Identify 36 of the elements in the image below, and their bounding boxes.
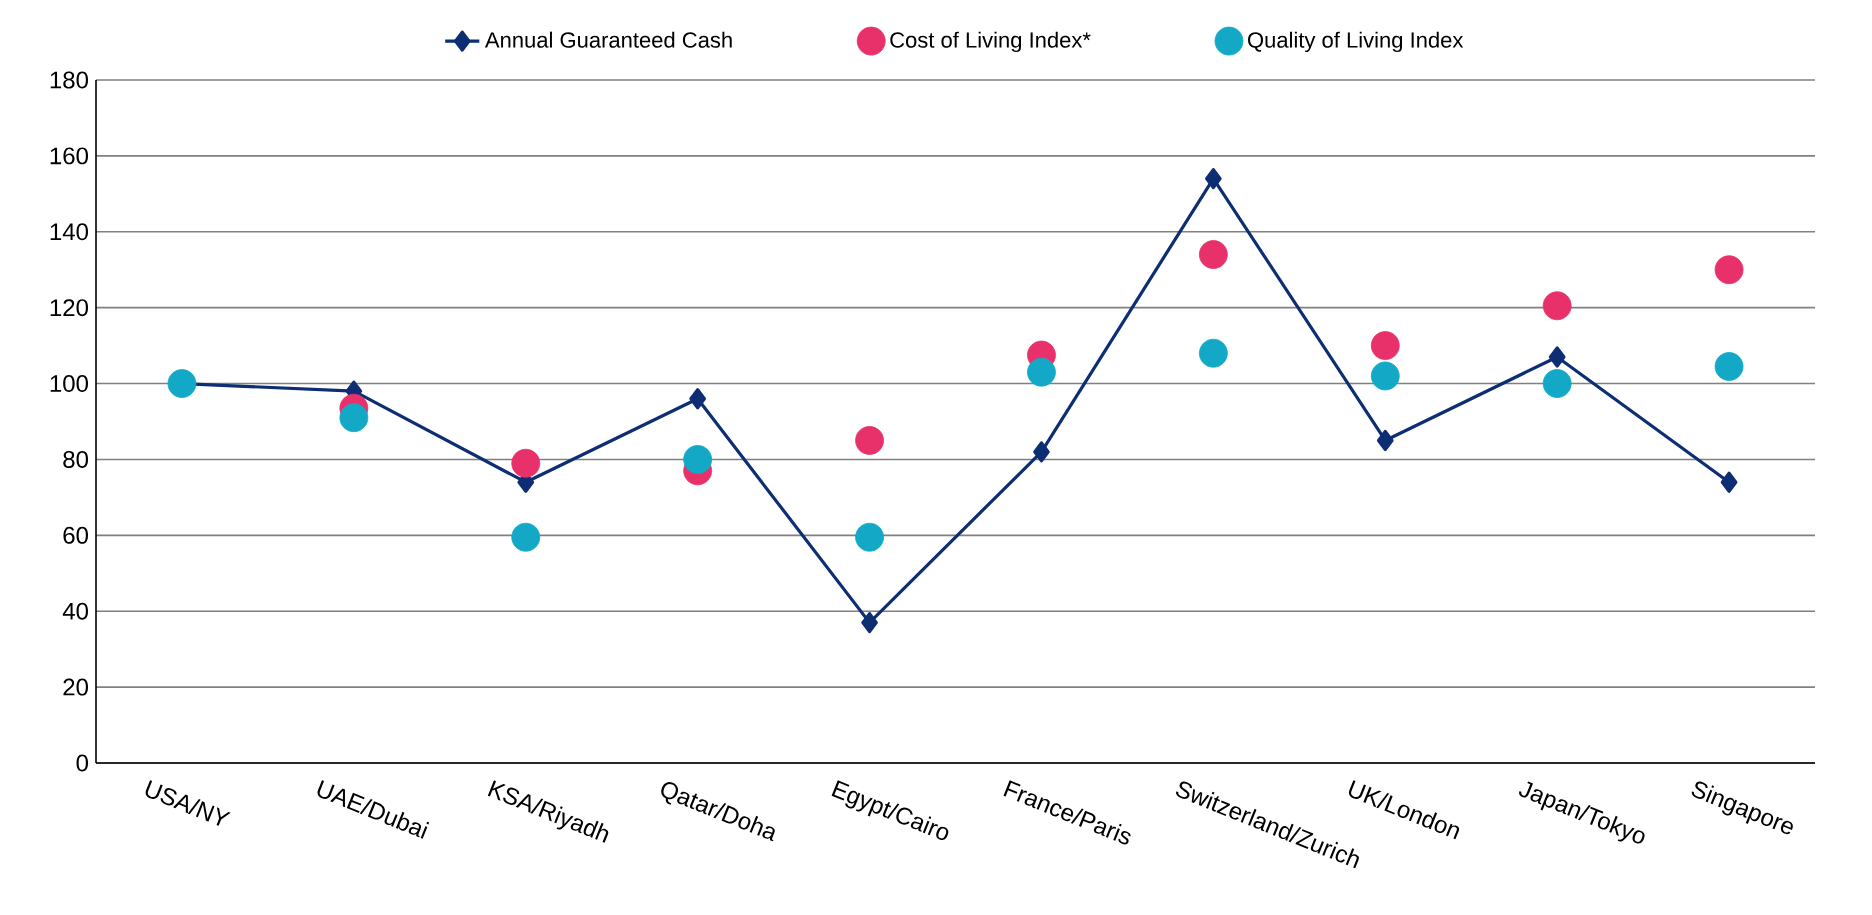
point — [1376, 429, 1394, 452]
y-tick-label: 80 — [63, 450, 89, 468]
legend-label: Cost of Living Index* — [890, 31, 1091, 53]
y-tick-label: 0 — [76, 754, 89, 772]
point — [855, 522, 884, 552]
point — [1198, 338, 1228, 368]
point — [1027, 357, 1056, 387]
point — [1714, 255, 1744, 285]
point — [861, 612, 878, 634]
point — [683, 445, 713, 474]
point — [1205, 168, 1222, 190]
point — [1542, 369, 1572, 398]
point — [511, 522, 541, 552]
point — [167, 369, 197, 398]
point — [1720, 471, 1738, 493]
point — [689, 388, 707, 410]
y-tick-label: 120 — [50, 299, 88, 317]
point — [855, 426, 884, 455]
y-tick-label: 60 — [63, 526, 89, 544]
y-tick-label: 20 — [63, 678, 89, 696]
y-tick-label: 180 — [50, 71, 88, 89]
point — [511, 448, 541, 478]
point — [1198, 240, 1228, 269]
legend-label: Quality of Living Index — [1248, 31, 1464, 53]
point — [1542, 291, 1572, 321]
point — [1714, 352, 1744, 381]
y-tick-label: 140 — [50, 223, 88, 241]
legend-label: Annual Guaranteed Cash — [484, 31, 732, 48]
point — [1370, 331, 1400, 360]
point — [1548, 346, 1566, 368]
y-tick-label: 100 — [50, 375, 88, 393]
y-tick-label: 160 — [50, 147, 88, 165]
point — [1370, 361, 1400, 391]
y-tick-label: 40 — [62, 602, 89, 620]
point — [339, 403, 369, 433]
point — [1033, 441, 1050, 463]
